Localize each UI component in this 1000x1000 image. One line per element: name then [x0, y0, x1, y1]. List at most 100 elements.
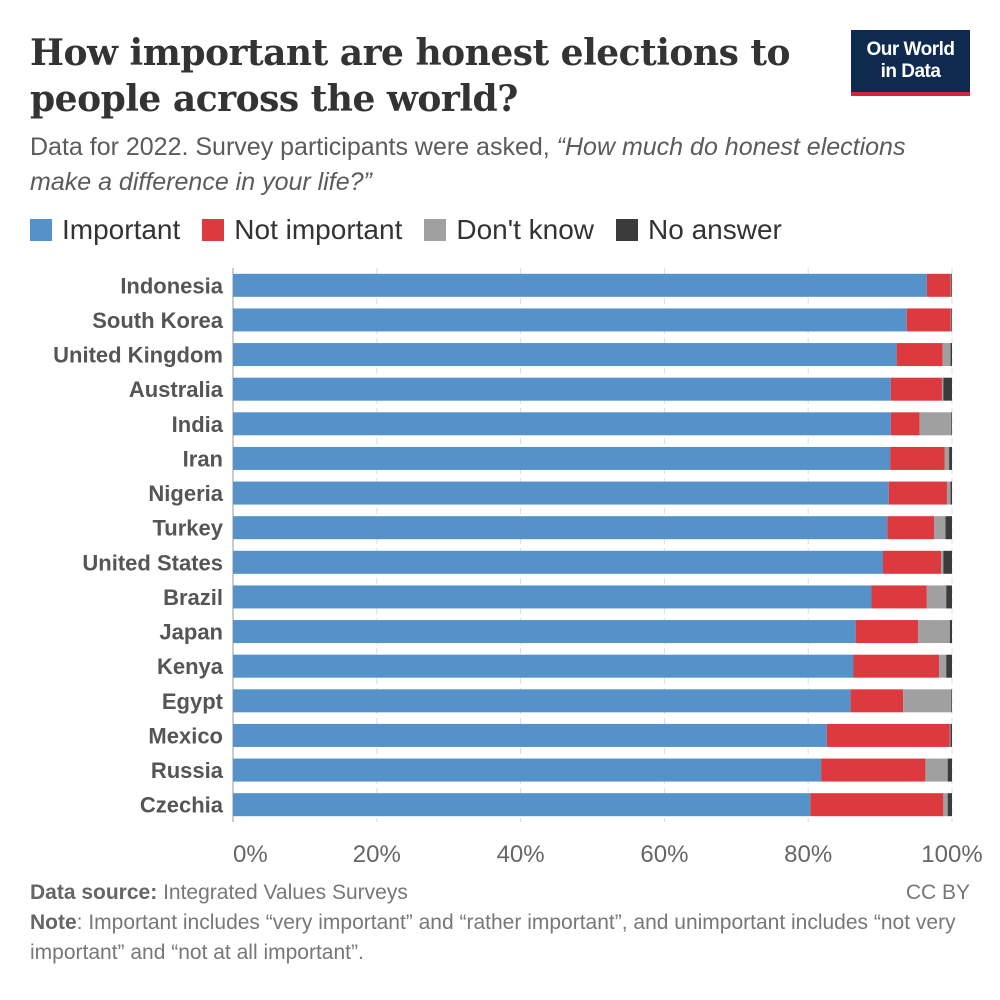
bar-segment: [890, 412, 920, 436]
bar-segment: [853, 654, 940, 678]
bar-segment: [233, 273, 927, 297]
category-label: Brazil: [163, 585, 223, 610]
category-label: Kenya: [157, 654, 224, 679]
bar-segment: [919, 412, 952, 436]
bar-segment: [934, 516, 946, 540]
bar-segment: [896, 343, 943, 367]
x-tick-label: 60%: [640, 841, 688, 868]
category-label: Czechia: [140, 793, 224, 818]
bar-segment: [950, 308, 952, 332]
legend-label-important: Important: [62, 214, 181, 245]
bar-segment: [810, 793, 944, 817]
bar-segment: [944, 446, 950, 470]
bar-segment: [233, 550, 883, 574]
bar-segment: [949, 446, 952, 470]
category-label: Iran: [183, 446, 223, 471]
bar-segment: [945, 516, 952, 540]
bar-segment: [949, 723, 951, 747]
bar-segment: [950, 481, 952, 505]
bar-segment: [890, 446, 945, 470]
bar-segment: [233, 793, 811, 817]
legend-swatch-not-important: [202, 219, 225, 241]
bar-segment: [941, 550, 944, 574]
bar-segment: [942, 343, 951, 367]
bar-segment: [951, 308, 952, 332]
bar-segment: [826, 723, 950, 747]
category-label: Egypt: [162, 689, 224, 714]
logo-line-1: Our World: [866, 39, 955, 60]
legend-item-not-important[interactable]: Not important: [202, 214, 402, 246]
bar-segment: [233, 308, 907, 332]
bar-segment: [890, 377, 942, 401]
bar-segment: [950, 273, 952, 297]
bar-segment: [903, 689, 952, 713]
category-label: Australia: [129, 377, 224, 402]
category-label: Indonesia: [120, 273, 223, 298]
bar-segment: [926, 273, 951, 297]
bar-segment: [925, 758, 948, 782]
bar-segment: [946, 585, 952, 609]
bar-segment: [947, 758, 952, 782]
bar-segment: [943, 793, 948, 817]
chart-legend: Important Not important Don't know No an…: [30, 212, 804, 248]
bar-segment: [233, 723, 827, 747]
license-link[interactable]: CC BY: [905, 881, 970, 904]
x-tick-label: 20%: [353, 841, 401, 868]
x-tick-label: 0%: [233, 841, 268, 868]
subtitle-plain: Data for 2022. Survey participants were …: [30, 133, 550, 161]
legend-swatch-dont-know: [424, 219, 447, 241]
owid-logo[interactable]: Our World in Data: [851, 30, 970, 96]
bar-segment: [882, 550, 942, 574]
bar-segment: [950, 723, 952, 747]
category-label: Turkey: [152, 516, 223, 541]
bar-segment: [233, 758, 822, 782]
data-source-line: Data source: Integrated Values Surveys: [30, 878, 970, 908]
bar-segment: [906, 308, 951, 332]
bar-segment: [947, 793, 952, 817]
bar-segment: [887, 516, 935, 540]
bar-segment: [950, 343, 952, 367]
bar-segment: [939, 654, 947, 678]
legend-item-no-answer[interactable]: No answer: [616, 214, 782, 246]
stacked-bar-chart: 0% 20% 40% 60% 80% 100% Indonesia South Korea Un…: [53, 268, 983, 868]
bar-segment: [951, 689, 952, 713]
chart-title: How important are honest elections to pe…: [30, 32, 791, 120]
bar-segment: [951, 412, 952, 436]
chart-footer: Data source: Integrated Values Surveys N…: [30, 878, 970, 968]
data-source-label: Data source:: [30, 881, 158, 904]
bar-segment: [855, 620, 919, 644]
category-label: United Kingdom: [53, 343, 223, 368]
subtitle-quote: “How much do honest elections make a dif…: [30, 133, 906, 196]
bar-segment: [943, 377, 952, 401]
legend-label-dont-know: Don't know: [456, 214, 594, 245]
x-tick-label: 40%: [497, 841, 545, 868]
bar-segment: [850, 689, 904, 713]
bar-segment: [871, 585, 927, 609]
legend-swatch-no-answer: [616, 219, 638, 241]
bar-segment: [233, 585, 872, 609]
bar-segment: [821, 758, 926, 782]
note-line: Note: Important includes “very important…: [30, 908, 970, 968]
legend-item-dont-know[interactable]: Don't know: [424, 214, 594, 246]
bar-segment: [233, 654, 854, 678]
category-label: United States: [82, 550, 223, 575]
category-label: India: [172, 412, 224, 437]
legend-label-no-answer: No answer: [648, 214, 782, 245]
data-source-text[interactable]: Integrated Values Surveys: [163, 881, 408, 904]
category-label: Nigeria: [148, 481, 223, 506]
bar-segment: [926, 585, 947, 609]
bar-segment: [233, 620, 856, 644]
bar-segment: [941, 377, 944, 401]
note-text: : Important includes “very important” an…: [30, 911, 956, 964]
bar-segment: [946, 654, 952, 678]
bar-segment: [233, 343, 897, 367]
bar-segment: [233, 412, 891, 436]
legend-item-important[interactable]: Important: [30, 214, 180, 246]
chart-subtitle: Data for 2022. Survey participants were …: [30, 130, 930, 200]
bar-segment: [951, 273, 952, 297]
x-tick-label: 100%: [921, 841, 982, 868]
bar-segment: [233, 516, 888, 540]
category-label: Mexico: [148, 723, 223, 748]
bar-segment: [946, 481, 951, 505]
bar-segment: [918, 620, 950, 644]
